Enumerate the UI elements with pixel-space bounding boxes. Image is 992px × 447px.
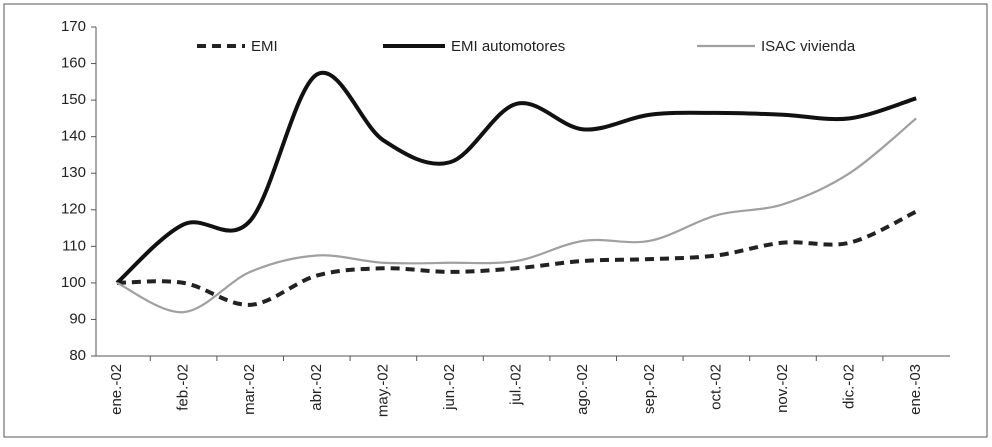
x-tick-label: feb.-02 [175,364,192,411]
chart-frame [3,3,988,438]
x-tick-label: ene.-03 [907,364,924,415]
x-tick-label: mar.-02 [241,364,258,415]
x-tick-label: sep.-02 [641,364,658,414]
legend-label: EMI automotores [451,38,565,55]
y-tick-label: 120 [61,201,86,218]
x-tick-label: jul.-02 [508,364,525,406]
x-tick-label: nov.-02 [774,364,791,413]
y-tick-label: 170 [61,18,86,35]
y-tick-label: 130 [61,164,86,181]
x-tick-label: abr.-02 [308,364,325,411]
y-tick-label: 90 [69,310,86,327]
legend-label: EMI [251,38,278,55]
y-tick-label: 140 [61,128,86,145]
y-tick-label: 160 [61,55,86,72]
x-tick-label: jun.-02 [441,364,458,411]
series-line [116,117,917,314]
y-tick-label: 150 [61,91,86,108]
legend-label: ISAC vivienda [761,38,856,55]
series-line [115,70,917,285]
x-tick-label: oct.-02 [707,364,724,410]
y-tick-label: 100 [61,274,86,291]
x-tick-label: ene.-02 [108,364,125,415]
y-tick-label: 80 [69,347,86,364]
x-tick-label: dic.-02 [841,364,858,409]
x-tick-label: ago.-02 [574,364,591,415]
x-tick-label: may.-02 [374,364,391,417]
y-tick-label: 110 [62,237,86,254]
series-line [116,209,918,307]
